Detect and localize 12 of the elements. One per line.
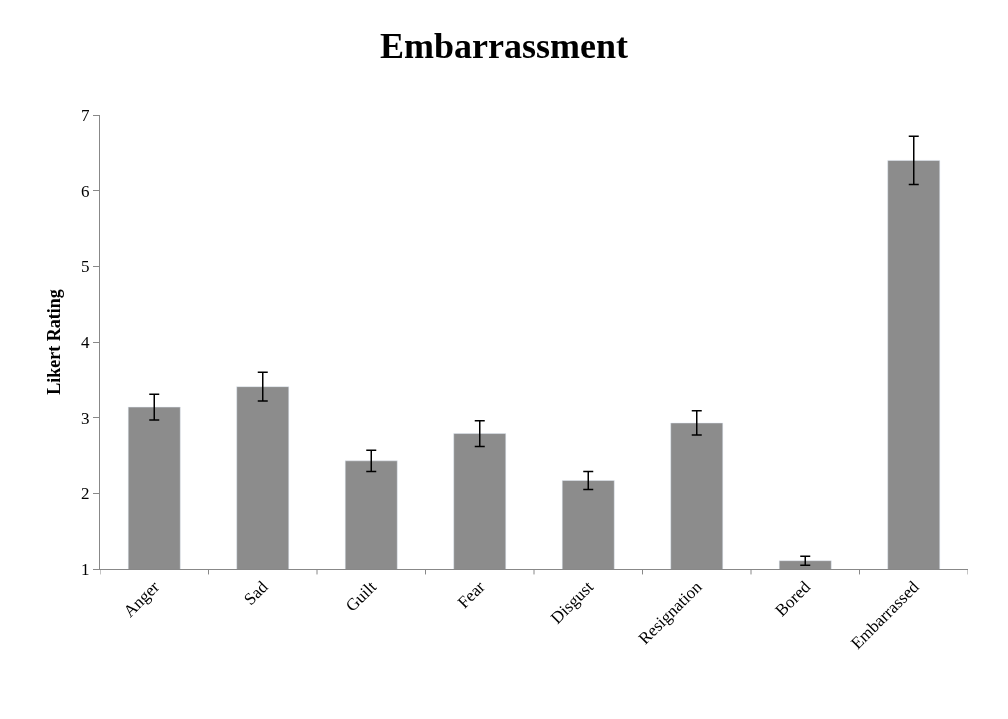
y-tick-label: 1 xyxy=(81,559,90,579)
y-tick-label: 3 xyxy=(81,408,90,428)
y-axis-title: Likert Rating xyxy=(44,289,65,395)
y-tick-label: 2 xyxy=(81,484,90,504)
y-tick-label: 4 xyxy=(81,332,91,352)
y-tick-label: 5 xyxy=(81,257,90,277)
y-tick-label: 7 xyxy=(81,105,91,125)
y-tick-label: 6 xyxy=(81,181,90,201)
x-tick-label: Sad xyxy=(240,576,272,609)
chart-title: Embarrassment xyxy=(380,25,628,66)
x-tick-label: Guilt xyxy=(341,577,381,616)
x-tick-label: Fear xyxy=(453,577,489,613)
